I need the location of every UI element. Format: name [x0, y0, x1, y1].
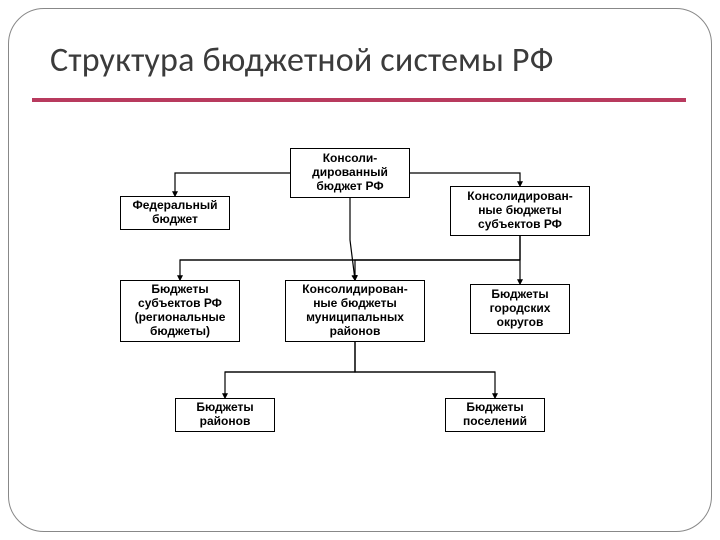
node-label: Консолидирован-ные бюджетымуниципальныхр…	[302, 283, 407, 338]
edge-root-conssub	[400, 173, 520, 186]
edge-consmun-posel	[355, 342, 495, 398]
node-conssub: Консолидирован-ные бюджетысубъектов РФ	[450, 186, 590, 236]
node-subj: Бюджетысубъектов РФ(региональныебюджеты)	[120, 280, 240, 342]
edge-conssub-consmun	[355, 260, 520, 280]
edge-bus-level2	[180, 236, 520, 260]
slide: Структура бюджетной системы РФ Консоли-д…	[0, 0, 720, 540]
node-label: Бюджетыгородскихокругов	[490, 288, 551, 329]
node-label: Бюджетысубъектов РФ(региональныебюджеты)	[135, 283, 226, 338]
node-okrug: Бюджетыгородскихокругов	[470, 284, 570, 334]
node-posel: Бюджетыпоселений	[445, 398, 545, 432]
edge-root-consmun	[350, 198, 355, 280]
edge-bus-level3	[225, 342, 495, 372]
node-label: Консолидирован-ные бюджетысубъектов РФ	[467, 190, 572, 231]
node-fed: Федеральныйбюджет	[120, 196, 230, 230]
edge-root-fed	[175, 173, 300, 196]
edge-consmun-rayon	[225, 342, 355, 398]
diagram-canvas: Консоли-дированныйбюджет РФ Федеральныйбю…	[0, 0, 720, 540]
node-consmun: Консолидирован-ные бюджетымуниципальныхр…	[285, 280, 425, 342]
node-root: Консоли-дированныйбюджет РФ	[290, 148, 410, 198]
node-rayon: Бюджетырайонов	[175, 398, 275, 432]
node-label: Бюджетырайонов	[196, 401, 253, 429]
node-label: Бюджетыпоселений	[463, 401, 527, 429]
edge-conssub-subj	[180, 236, 520, 280]
node-label: Федеральныйбюджет	[132, 199, 217, 227]
node-label: Консоли-дированныйбюджет РФ	[312, 152, 388, 193]
